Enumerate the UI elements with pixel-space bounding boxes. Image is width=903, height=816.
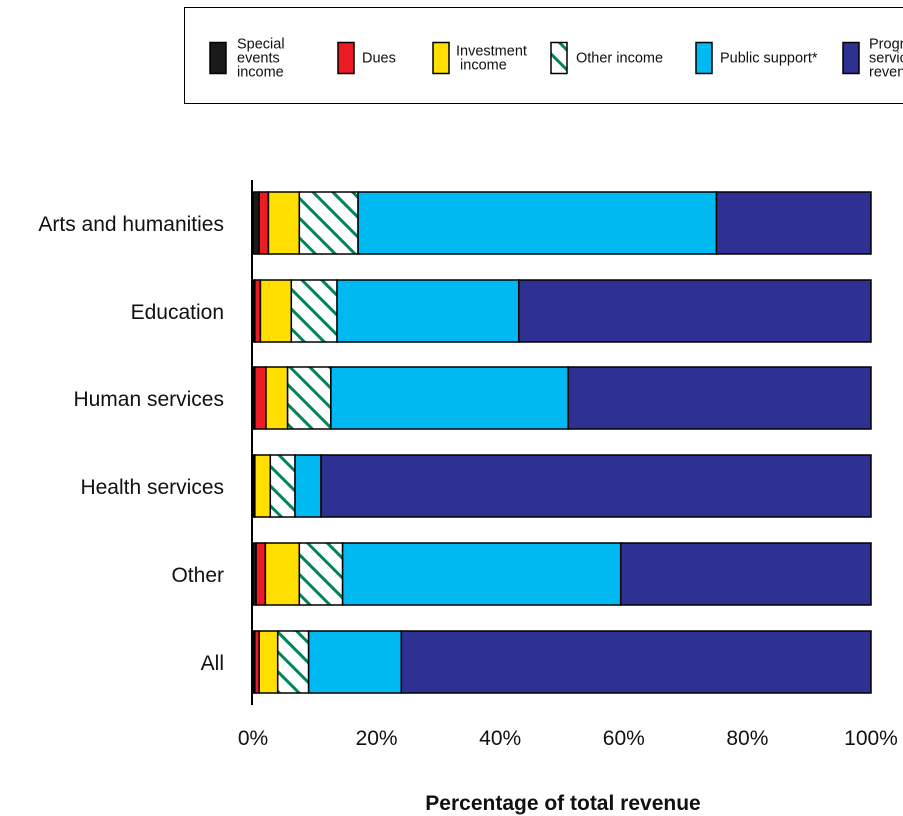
bar-segment-education-public-support [336,279,520,343]
legend-label-program-service-revenue: Programservicerevenue [869,37,903,81]
bar-segment-health-services-public-support [294,454,322,518]
legend-label-public-support: Public support* [720,51,818,67]
category-label-other: Other [171,564,224,587]
bar-segment-all-program-service-revenue [400,630,872,694]
legend-swatch-public-support [695,41,713,75]
bar-segment-human-services-other-income [286,366,332,430]
legend-label-dues: Dues [362,51,396,67]
bar-segment-health-services-other-income [269,454,296,518]
bar-segment-arts-and-humanities-dues [258,191,270,255]
bar-segment-education-dues [254,279,262,343]
bar-segment-other-program-service-revenue [619,542,872,606]
x-tick-label-80: 80% [726,727,768,750]
legend-swatch-investment-income [432,41,450,75]
legend-label-other-income: Other income [576,51,663,67]
x-tick-label-100: 100% [844,727,898,750]
bar-segment-other-dues [255,542,267,606]
x-tick-label-20: 20% [356,727,398,750]
bar-segment-other-public-support [341,542,622,606]
x-axis-title: Percentage of total revenue [425,792,700,815]
bar-segment-education-investment-income [259,279,293,343]
category-label-education: Education [131,301,224,324]
legend-swatch-other-income [550,41,568,75]
bar-segment-other-investment-income [264,542,301,606]
bar-segment-health-services-investment-income [254,454,272,518]
x-tick-label-0: 0% [238,727,268,750]
legend-box [184,7,903,104]
bar-segment-education-other-income [290,279,338,343]
bar-segment-human-services-program-service-revenue [567,366,872,430]
category-label-all: All [201,652,224,675]
bar-segment-all-other-income [276,630,310,694]
category-label-human-services: Human services [73,388,224,411]
legend-label-investment-income: Investment income [456,44,527,74]
bar-segment-arts-and-humanities-program-service-revenue [715,191,872,255]
category-label-arts-and-humanities: Arts and humanities [38,213,224,236]
bar-segment-all-investment-income [258,630,279,694]
legend-label-special-events-income: Special events income [237,37,285,81]
bar-segment-human-services-investment-income [265,366,289,430]
bar-segment-arts-and-humanities-other-income [298,191,359,255]
legend-swatch-program-service-revenue [842,41,860,75]
category-label-health-services: Health services [80,476,224,499]
bar-segment-human-services-dues [254,366,267,430]
bar-segment-arts-and-humanities-special-events-income [252,191,260,255]
bar-segment-other-other-income [298,542,344,606]
bar-segment-arts-and-humanities-public-support [357,191,718,255]
legend-swatch-dues [337,41,355,75]
bar-segment-human-services-public-support [330,366,569,430]
bar-segment-education-program-service-revenue [517,279,872,343]
legend-swatch-special-events-income [209,41,227,75]
x-tick-label-40: 40% [479,727,521,750]
bar-segment-health-services-program-service-revenue [320,454,872,518]
bar-segment-arts-and-humanities-investment-income [267,191,301,255]
x-tick-label-60: 60% [603,727,645,750]
bar-segment-all-public-support [307,630,403,694]
